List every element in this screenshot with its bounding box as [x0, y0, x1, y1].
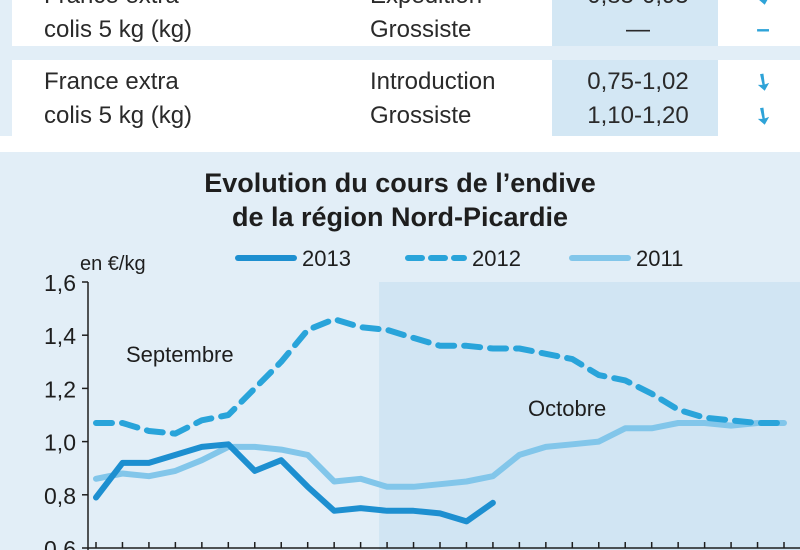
- price-value: 0,85-0,95: [578, 0, 698, 12]
- table-row: France extra colis 5 kg (kg) Introductio…: [0, 66, 800, 134]
- price-column-background: [552, 0, 718, 136]
- legend-label-2012: 2012: [472, 246, 521, 271]
- table-row: France extra colis 5 kg (kg) Expédition …: [0, 0, 800, 48]
- period-shade-october: [379, 282, 800, 550]
- product-line-1: France extra: [44, 0, 179, 12]
- chart-title-line-1: Evolution du cours de l’endive: [204, 168, 596, 198]
- y-tick-label: 1,6: [44, 270, 76, 296]
- stage-label: Grossiste: [370, 16, 472, 43]
- series-line-2011: [93, 420, 787, 490]
- stage-label: Introduction: [370, 68, 496, 95]
- product-line-2: colis 5 kg (kg): [44, 102, 193, 129]
- price-value: 1,10-1,20: [587, 102, 689, 129]
- chart-plot: 0,6 0,8 1,0 1,2 1,4 1,6en €/kg Septembre Octobr…: [44, 246, 800, 550]
- chart-title: Evolution du cours de l’endive de la rég…: [0, 166, 800, 234]
- legend-label-2013: 2013: [302, 246, 351, 271]
- y-tick-label: 1,0: [44, 430, 76, 456]
- series-line-2013: [93, 441, 496, 525]
- y-tick-label: 0,8: [44, 483, 76, 509]
- stage-label: Grossiste: [370, 102, 472, 129]
- y-tick-label: 1,2: [44, 376, 76, 402]
- y-axis-label: en €/kg: [80, 253, 146, 275]
- chart-title-line-2: de la région Nord-Picardie: [231, 202, 569, 232]
- row-separator: [12, 46, 800, 60]
- period-label-octobre: Octobre: [528, 396, 606, 421]
- trend-column-background: [718, 0, 800, 136]
- trend-down-icon: ➘: [748, 100, 779, 132]
- price-chart: Evolution du cours de l’endive de la rég…: [0, 152, 800, 550]
- price-value: —: [626, 16, 650, 43]
- trend-down-icon: ➘: [748, 0, 778, 12]
- trend-stable-icon: –: [756, 16, 770, 43]
- price-value: 0,75-1,02: [587, 68, 689, 95]
- period-label-septembre: Septembre: [126, 342, 234, 367]
- trend-down-icon: ➘: [748, 66, 779, 98]
- stage-label: Expédition: [370, 0, 482, 12]
- y-tick-label: 1,4: [44, 323, 76, 349]
- price-table: France extra colis 5 kg (kg) Expédition …: [0, 0, 800, 136]
- legend-label-2011: 2011: [636, 246, 683, 271]
- product-line-2: colis 5 kg (kg): [44, 16, 193, 43]
- series-line-2012: [93, 316, 787, 437]
- y-tick-label: 0,6: [44, 536, 76, 550]
- product-line-1: France extra: [44, 68, 179, 95]
